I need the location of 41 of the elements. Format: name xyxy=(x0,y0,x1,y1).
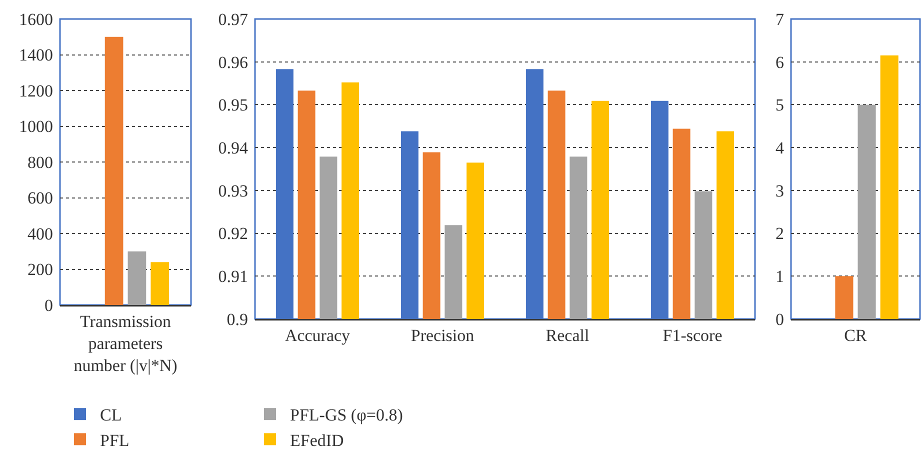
x-tick-label: Accuracy xyxy=(284,326,351,345)
y-tick-label: 1200 xyxy=(19,81,53,100)
y-tick-label: 600 xyxy=(28,188,53,208)
y-tick-label: 200 xyxy=(28,260,53,280)
y-tick-label: 0.93 xyxy=(218,181,248,200)
x-tick-label: Precision xyxy=(410,326,475,345)
bar xyxy=(104,36,124,305)
y-tick-label: 3 xyxy=(776,181,784,200)
legend-label: EFedID xyxy=(290,430,344,450)
y-tick-label: 400 xyxy=(28,224,53,244)
y-tick-label: 1400 xyxy=(19,46,53,65)
x-tick-label: Transmission parameters number (|v|*N) xyxy=(74,312,178,376)
bar xyxy=(880,55,898,319)
y-tick-label: 0 xyxy=(44,296,53,315)
y-tick-label: 0.97 xyxy=(218,10,248,29)
y-tick-label: 1 xyxy=(776,267,784,286)
y-tick-label: 6 xyxy=(776,52,784,72)
x-tick-label: CR xyxy=(844,326,868,345)
y-tick-label: 0.94 xyxy=(218,138,248,158)
y-tick-label: 7 xyxy=(776,10,784,29)
y-tick-label: 0.96 xyxy=(218,52,248,72)
bar xyxy=(858,104,876,319)
y-tick-label: 0.92 xyxy=(218,224,248,244)
x-tick-label: Recall xyxy=(546,326,590,345)
legend-label: PFL-GS (φ=0.8) xyxy=(290,406,403,425)
y-tick-label: 0 xyxy=(776,310,784,329)
y-tick-label: 0.91 xyxy=(218,267,248,286)
y-tick-label: 1600 xyxy=(19,10,53,29)
y-tick-label: 1000 xyxy=(19,117,53,136)
y-tick-label: 4 xyxy=(776,138,784,158)
y-tick-label: 800 xyxy=(28,152,53,172)
bar xyxy=(835,276,854,319)
legend-label: PFL xyxy=(100,430,130,450)
y-tick-label: 0.95 xyxy=(218,96,248,115)
y-tick-label: 2 xyxy=(776,224,784,244)
y-tick-label: 5 xyxy=(776,96,784,115)
bar xyxy=(150,262,170,305)
y-tick-label: 0.9 xyxy=(226,310,248,329)
legend-label: CL xyxy=(100,406,122,425)
bar xyxy=(128,251,146,305)
x-tick-label: F1-score xyxy=(662,326,722,345)
